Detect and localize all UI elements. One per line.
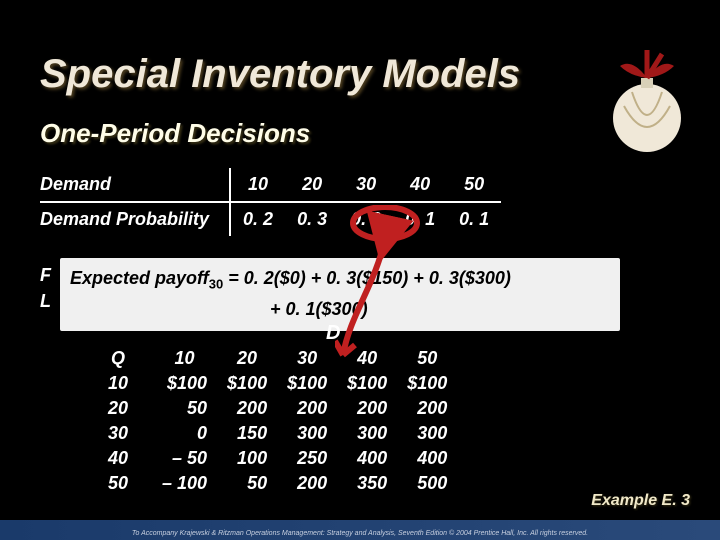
demand-label: Demand bbox=[40, 168, 230, 202]
demand-probability-table: Demand 10 20 30 40 50 Demand Probability… bbox=[40, 168, 501, 236]
table-row: 20 50 200 200 200 200 bbox=[92, 396, 457, 421]
table-row: Demand 10 20 30 40 50 bbox=[40, 168, 501, 202]
payoff-line1: Expected payoff30 = 0. 2($0) + 0. 3($150… bbox=[70, 268, 511, 288]
table-row: 30 0 150 300 300 300 bbox=[92, 421, 457, 446]
expected-payoff-box: Expected payoff30 = 0. 2($0) + 0. 3($150… bbox=[60, 258, 620, 331]
table-row: 50 – 100 50 200 350 500 bbox=[92, 471, 457, 496]
ornament-icon bbox=[602, 48, 692, 158]
table-row: 40 – 50 100 250 400 400 bbox=[92, 446, 457, 471]
table-row: Q 10 20 30 40 50 bbox=[92, 346, 457, 371]
demand-prob-label: Demand Probability bbox=[40, 202, 230, 236]
table-row: 10 $100 $100 $100 $100 $100 bbox=[92, 371, 457, 396]
footer-text: To Accompany Krajewski & Ritzman Operati… bbox=[0, 530, 720, 537]
truncated-text: F L bbox=[40, 262, 51, 314]
table-row: Demand Probability 0. 2 0. 3 0. 3 0. 1 0… bbox=[40, 202, 501, 236]
q-label: Q bbox=[92, 346, 152, 371]
payoff-line2: + 0. 1($300) bbox=[70, 299, 368, 319]
slide-title: Special Inventory Models bbox=[40, 52, 520, 97]
example-label: Example E. 3 bbox=[591, 492, 690, 510]
payoff-table: Q 10 20 30 40 50 10 $100 $100 $100 $100 … bbox=[92, 346, 457, 496]
d-header: D bbox=[326, 322, 340, 345]
slide-subtitle: One-Period Decisions bbox=[40, 118, 310, 149]
